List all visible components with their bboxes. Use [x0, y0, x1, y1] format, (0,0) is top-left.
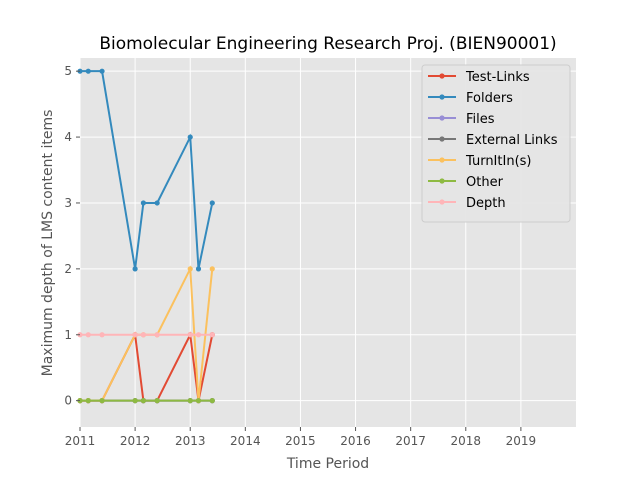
legend-marker-files: [439, 115, 445, 121]
data-point-depth: [154, 332, 160, 338]
y-tick-label: 3: [64, 196, 72, 210]
x-tick-label: 2017: [395, 434, 426, 448]
y-tick-label: 1: [64, 328, 72, 342]
y-axis-label: Maximum depth of LMS content items: [40, 110, 56, 377]
data-point-other: [85, 398, 91, 404]
legend-marker-test-links: [439, 73, 445, 79]
data-point-other: [99, 398, 105, 404]
legend-marker-folders: [439, 94, 445, 100]
data-point-depth: [85, 332, 91, 338]
data-point-folders: [187, 134, 193, 140]
legend: Test-Links Folders Files External Links Turn…: [421, 64, 571, 223]
legend-label-external-links: External Links: [466, 133, 558, 148]
data-point-turnitin-s: [187, 266, 193, 272]
legend-label-depth: Depth: [466, 196, 506, 211]
legend-label-test-links: Test-Links: [465, 70, 530, 85]
data-point-depth: [187, 332, 193, 338]
data-point-folders: [140, 200, 146, 206]
data-point-other: [132, 398, 138, 404]
data-point-folders: [209, 200, 215, 206]
data-point-depth: [140, 332, 146, 338]
data-point-turnitin-s: [209, 266, 215, 272]
x-axis-label: Time Period: [286, 456, 369, 472]
legend-marker-turnitin-s: [439, 157, 445, 163]
legend-marker-external-links: [439, 136, 445, 142]
data-point-depth: [132, 332, 138, 338]
x-tick-label: 2014: [230, 434, 261, 448]
data-point-depth: [209, 332, 215, 338]
ticks-layer: 2011 2012 2013 2014 2015 2016 2017 2018 2019 0 1 2 3…: [64, 64, 536, 448]
data-point-folders: [85, 68, 91, 74]
y-tick-label: 5: [64, 64, 72, 78]
y-tick-label: 2: [64, 262, 72, 276]
x-tick-label: 2016: [340, 434, 371, 448]
legend-label-folders: Folders: [466, 91, 513, 106]
x-tick-label: 2012: [120, 434, 151, 448]
legend-label-turnitin-s: TurnItIn(s): [465, 154, 531, 169]
x-tick-label: 2019: [506, 434, 537, 448]
chart-title: Biomolecular Engineering Research Proj. …: [99, 34, 556, 54]
y-tick-label: 0: [64, 394, 72, 408]
data-point-folders: [154, 200, 160, 206]
data-point-other: [209, 398, 215, 404]
data-point-folders: [195, 266, 202, 272]
x-tick-label: 2011: [65, 434, 96, 448]
legend-label-other: Other: [466, 175, 504, 190]
data-point-other: [187, 398, 193, 404]
legend-box: [421, 64, 571, 223]
legend-marker-depth: [439, 199, 445, 205]
data-point-other: [195, 398, 202, 404]
data-point-folders: [99, 68, 105, 74]
data-point-other: [140, 398, 146, 404]
legend-label-files: Files: [466, 112, 495, 127]
series-layer: [77, 68, 215, 404]
data-point-depth: [195, 332, 202, 338]
x-tick-label: 2013: [175, 434, 206, 448]
y-tick-label: 4: [64, 130, 72, 144]
legend-marker-other: [439, 178, 445, 184]
data-point-other: [154, 398, 160, 404]
x-tick-label: 2018: [451, 434, 482, 448]
data-point-depth: [99, 332, 105, 338]
data-point-folders: [132, 266, 138, 272]
x-tick-label: 2015: [285, 434, 316, 448]
